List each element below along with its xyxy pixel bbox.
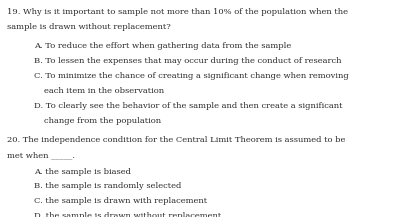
Text: A. the sample is biased: A. the sample is biased bbox=[34, 168, 131, 176]
Text: A. To reduce the effort when gathering data from the sample: A. To reduce the effort when gathering d… bbox=[34, 42, 292, 50]
Text: D. the sample is drawn without replacement: D. the sample is drawn without replaceme… bbox=[34, 212, 221, 217]
Text: 20. The independence condition for the Central Limit Theorem is assumed to be: 20. The independence condition for the C… bbox=[7, 136, 346, 144]
Text: each item in the observation: each item in the observation bbox=[44, 87, 164, 95]
Text: 19. Why is it important to sample not more than 10% of the population when the: 19. Why is it important to sample not mo… bbox=[7, 8, 348, 16]
Text: change from the population: change from the population bbox=[44, 117, 161, 125]
Text: B. the sample is randomly selected: B. the sample is randomly selected bbox=[34, 182, 182, 190]
Text: D. To clearly see the behavior of the sample and then create a significant: D. To clearly see the behavior of the sa… bbox=[34, 102, 343, 110]
Text: met when _____.: met when _____. bbox=[7, 151, 75, 159]
Text: C. To minimize the chance of creating a significant change when removing: C. To minimize the chance of creating a … bbox=[34, 72, 349, 80]
Text: sample is drawn without replacement?: sample is drawn without replacement? bbox=[7, 23, 171, 31]
Text: B. To lessen the expenses that may occur during the conduct of research: B. To lessen the expenses that may occur… bbox=[34, 57, 342, 65]
Text: C. the sample is drawn with replacement: C. the sample is drawn with replacement bbox=[34, 197, 208, 205]
